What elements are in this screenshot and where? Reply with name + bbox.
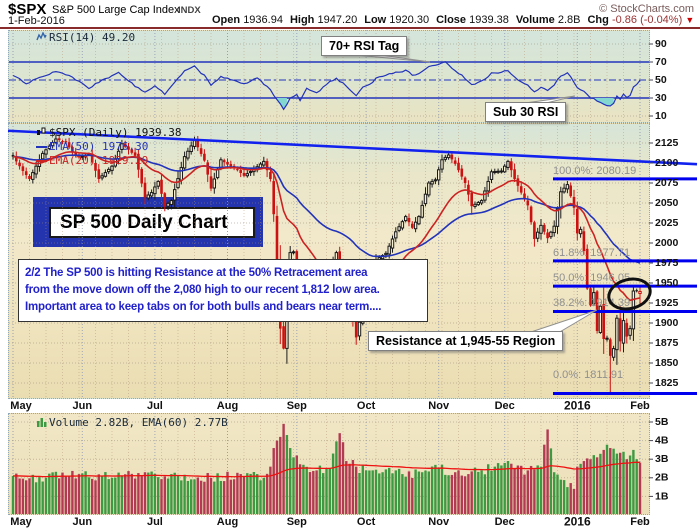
ema50-line-icon bbox=[36, 146, 47, 148]
volume-legend: Volume 2.82B, EMA(60) 2.77B bbox=[36, 416, 228, 429]
rsi-overbought-callout: 70+ RSI Tag bbox=[321, 36, 408, 56]
commentary-line-2: from the move down off the 2,080 high to… bbox=[25, 284, 380, 296]
rsi-oversold-callout: Sub 30 RSI bbox=[485, 102, 567, 122]
fib-label-618: 61.8%: 1977.71 bbox=[553, 247, 631, 259]
candlestick-icon bbox=[37, 127, 46, 135]
rsi-icon bbox=[36, 31, 47, 41]
volume-bars-icon bbox=[37, 418, 47, 427]
price-legend: $SPX (Daily) 1939.38 bbox=[36, 126, 181, 139]
commentary-line-3: Important area to keep tabs on for both … bbox=[25, 301, 382, 313]
analyst-commentary-box: 2/2 The SP 500 is hitting Resistance at … bbox=[18, 259, 428, 322]
ema50-legend: EMA(50) 1976.30 bbox=[36, 140, 148, 153]
fib-label-50: 50.0%: 1946.05 bbox=[553, 272, 631, 284]
fib-label-100: 100.0%: 2080.19 bbox=[553, 165, 637, 177]
ema20-legend: EMA(20) 1929.29 bbox=[36, 154, 148, 167]
fib-label-0: 0.0%: 1811.91 bbox=[553, 369, 624, 381]
ema20-line-icon bbox=[36, 160, 47, 162]
commentary-line-1: 2/2 The SP 500 is hitting Resistance at … bbox=[25, 267, 368, 279]
resistance-callout: Resistance at 1,945-55 Region bbox=[368, 331, 564, 351]
fib-label-382: 38.2%: 1914.39 bbox=[553, 297, 631, 309]
rsi-legend: RSI(14) 49.20 bbox=[36, 31, 135, 44]
